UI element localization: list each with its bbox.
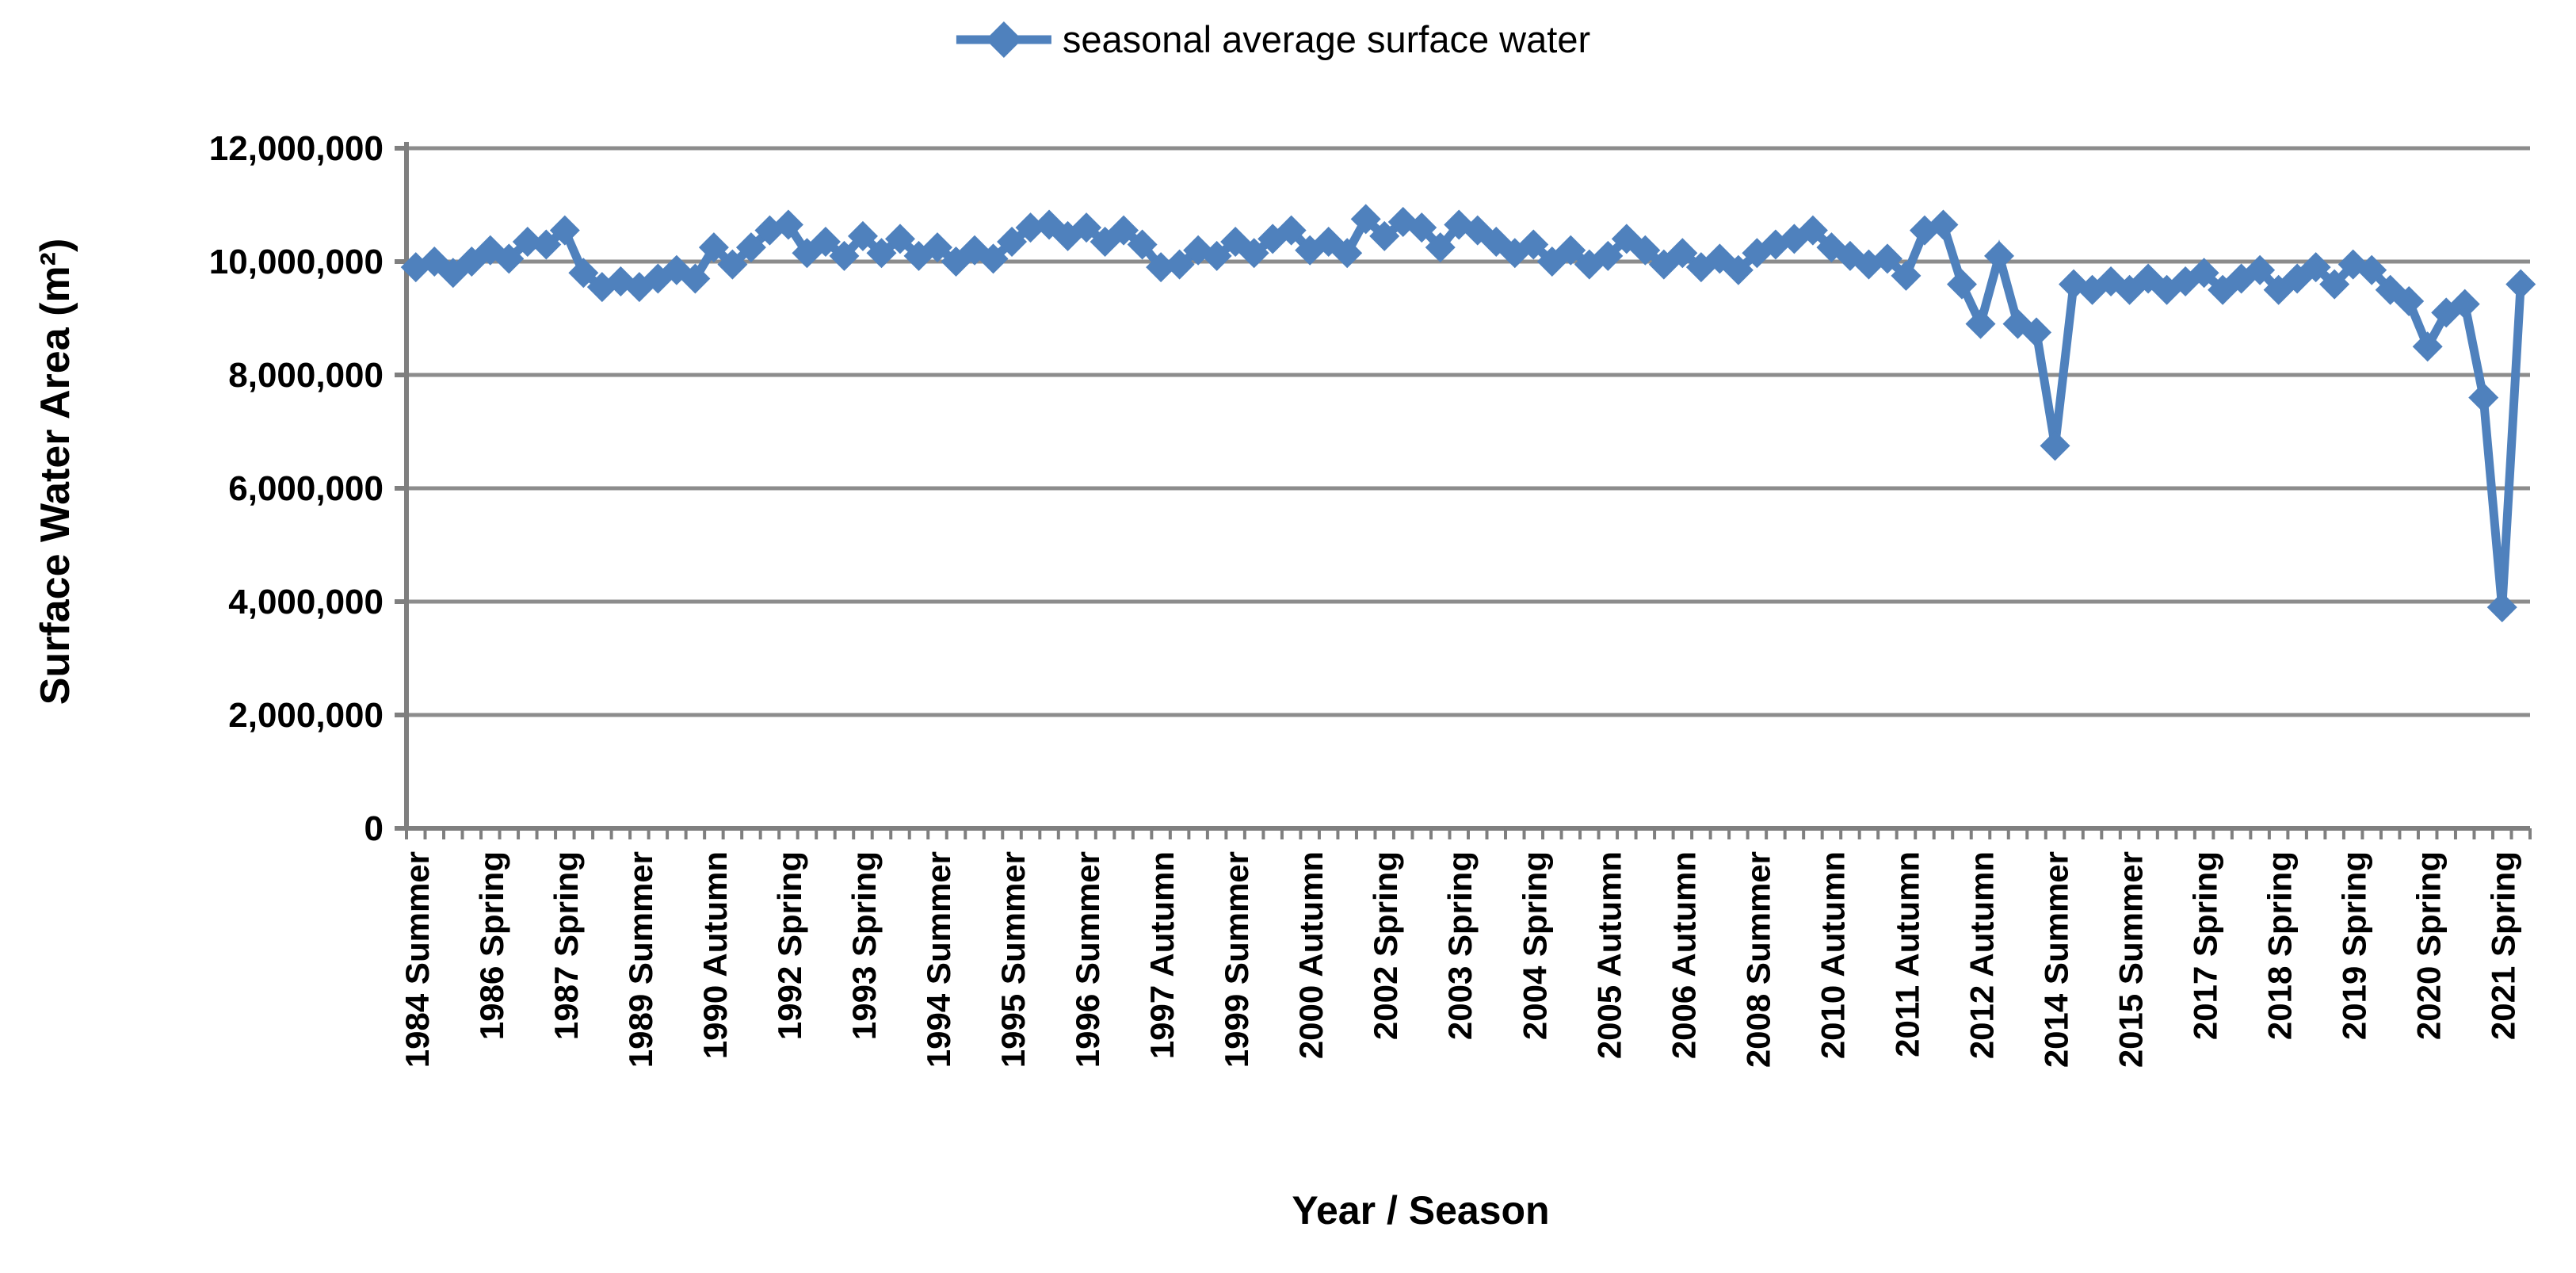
legend-marker-icon <box>956 21 1051 58</box>
svg-text:1990 Autumn: 1990 Autumn <box>696 851 734 1059</box>
legend: seasonal average surface water <box>953 17 1590 61</box>
svg-text:2006 Autumn: 2006 Autumn <box>1665 851 1702 1059</box>
svg-text:6,000,000: 6,000,000 <box>228 469 384 508</box>
svg-text:2021 Spring: 2021 Spring <box>2485 851 2522 1040</box>
svg-text:2014 Summer: 2014 Summer <box>2038 851 2075 1068</box>
svg-text:1996 Summer: 1996 Summer <box>1069 851 1106 1068</box>
legend-label: seasonal average surface water <box>1062 18 1591 60</box>
series-markers <box>400 204 2536 623</box>
svg-text:0: 0 <box>364 809 384 848</box>
svg-text:2017 Spring: 2017 Spring <box>2187 851 2224 1040</box>
gridlines <box>406 146 2530 717</box>
svg-text:1993 Spring: 1993 Spring <box>845 851 883 1040</box>
y-tick-labels: 0 2,000,000 4,000,000 6,000,000 8,000,000 10,… <box>209 129 384 848</box>
svg-text:2015 Summer: 2015 Summer <box>2112 851 2150 1068</box>
svg-text:2003 Spring: 2003 Spring <box>1441 851 1479 1040</box>
svg-text:2011 Autumn: 2011 Autumn <box>1888 851 1925 1057</box>
y-axis-title: Surface Water Area (m²) <box>32 238 78 705</box>
svg-text:2005 Autumn: 2005 Autumn <box>1590 851 1628 1059</box>
svg-text:2002 Spring: 2002 Spring <box>1367 851 1404 1040</box>
svg-text:12,000,000: 12,000,000 <box>209 129 384 168</box>
svg-text:2019 Spring: 2019 Spring <box>2336 851 2373 1040</box>
svg-text:1999 Summer: 1999 Summer <box>1218 851 1255 1068</box>
svg-text:2000 Autumn: 2000 Autumn <box>1292 851 1330 1059</box>
x-tick-marks <box>405 828 2532 839</box>
svg-text:4,000,000: 4,000,000 <box>228 583 384 621</box>
x-axis-title: Year / Season <box>1292 1188 1550 1233</box>
svg-text:2004 Spring: 2004 Spring <box>1516 851 1553 1040</box>
svg-text:1986 Spring: 1986 Spring <box>473 851 510 1040</box>
svg-text:1994 Summer: 1994 Summer <box>920 851 957 1068</box>
svg-text:2018 Spring: 2018 Spring <box>2261 851 2299 1040</box>
svg-text:2008 Summer: 2008 Summer <box>1739 851 1776 1068</box>
svg-text:1997 Autumn: 1997 Autumn <box>1143 851 1181 1059</box>
x-tick-labels: 1984 Summer 1986 Spring 1987 Spring 1989 Su… <box>399 851 2522 1068</box>
svg-text:1984 Summer: 1984 Summer <box>399 851 436 1068</box>
svg-text:1992 Spring: 1992 Spring <box>771 851 808 1040</box>
svg-text:1989 Summer: 1989 Summer <box>622 851 659 1068</box>
svg-text:2020 Spring: 2020 Spring <box>2410 851 2448 1040</box>
svg-text:8,000,000: 8,000,000 <box>228 356 384 395</box>
svg-text:1995 Summer: 1995 Summer <box>994 851 1032 1068</box>
svg-text:2,000,000: 2,000,000 <box>228 696 384 735</box>
svg-text:2012 Autumn: 2012 Autumn <box>1963 851 2000 1059</box>
svg-text:1987 Spring: 1987 Spring <box>548 851 585 1040</box>
svg-text:10,000,000: 10,000,000 <box>209 243 384 281</box>
svg-text:2010 Autumn: 2010 Autumn <box>1814 851 1851 1059</box>
